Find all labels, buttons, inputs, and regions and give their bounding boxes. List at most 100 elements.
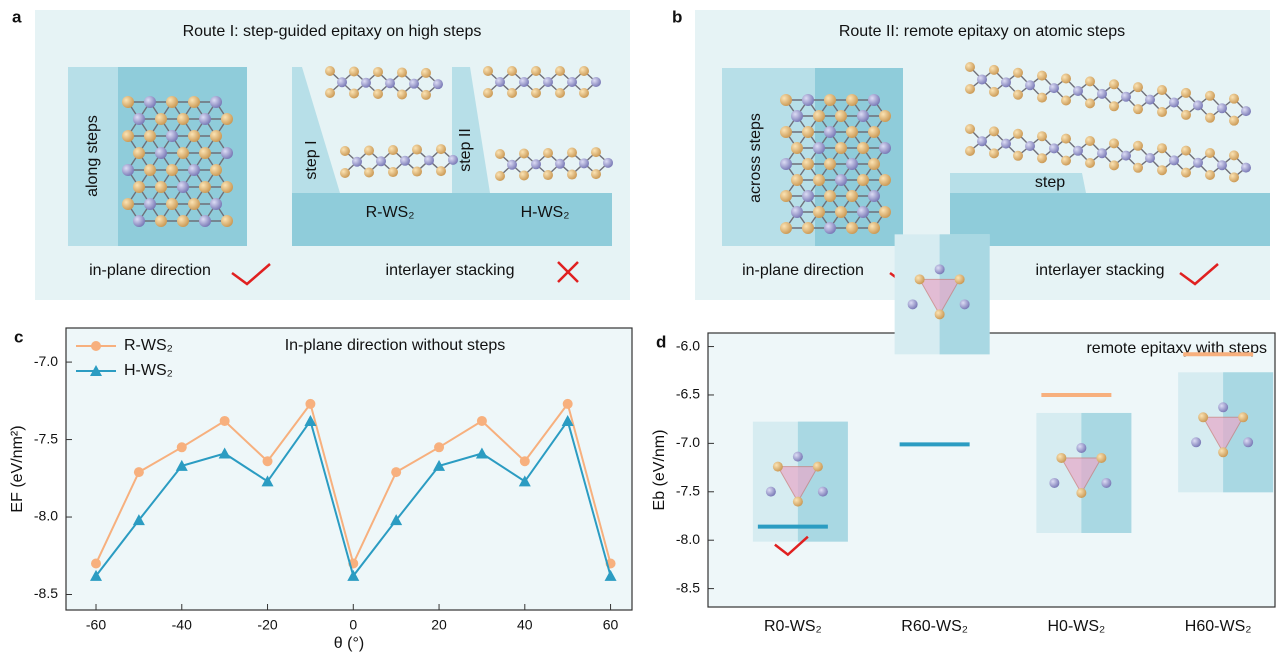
- atom: [780, 94, 792, 106]
- atom: [210, 198, 222, 210]
- atom: [388, 145, 398, 155]
- atom: [385, 78, 395, 88]
- atom: [376, 156, 386, 166]
- atom: [1205, 170, 1215, 180]
- marker: [563, 399, 573, 409]
- inset-atom: [1191, 437, 1201, 447]
- marker: [477, 416, 487, 426]
- y-tick-label: -8.5: [34, 585, 58, 601]
- atom: [495, 77, 505, 87]
- atom: [1205, 148, 1215, 158]
- atom: [519, 171, 529, 181]
- atom: [412, 145, 422, 155]
- atom: [133, 113, 145, 125]
- atom: [155, 215, 167, 227]
- inset-atom: [1076, 488, 1086, 498]
- atom: [989, 148, 999, 158]
- atom: [400, 156, 410, 166]
- atom: [340, 168, 350, 178]
- x-tick-label: 40: [517, 617, 533, 633]
- atom: [1121, 151, 1131, 161]
- atom: [835, 142, 847, 154]
- atom: [133, 147, 145, 159]
- atom: [436, 166, 446, 176]
- atom: [1073, 86, 1083, 96]
- atom: [1025, 80, 1035, 90]
- atom: [989, 126, 999, 136]
- atom: [846, 94, 858, 106]
- atom: [1049, 143, 1059, 153]
- inset-atom: [813, 462, 823, 472]
- atom: [1025, 141, 1035, 151]
- atom: [802, 126, 814, 138]
- atom: [1133, 141, 1143, 151]
- atom: [1229, 150, 1239, 160]
- atom: [567, 148, 577, 158]
- y-axis-label: EF (eV/nm²): [9, 425, 26, 512]
- atom: [579, 66, 589, 76]
- atom: [1061, 74, 1071, 84]
- marker: [263, 456, 273, 466]
- atom: [421, 68, 431, 78]
- atom: [397, 89, 407, 99]
- stack-label: R-WS₂: [366, 204, 415, 221]
- y-tick-label: -6.0: [676, 337, 700, 353]
- atom: [412, 167, 422, 177]
- atom: [846, 222, 858, 234]
- atom: [824, 190, 836, 202]
- atom: [483, 66, 493, 76]
- atom: [1157, 85, 1167, 95]
- strip-label: along steps: [84, 115, 101, 197]
- atom: [543, 148, 553, 158]
- atom: [349, 66, 359, 76]
- atom: [791, 110, 803, 122]
- marker: [391, 467, 401, 477]
- atom: [188, 164, 200, 176]
- atom: [1073, 146, 1083, 156]
- atom: [1133, 82, 1143, 92]
- atom: [166, 164, 178, 176]
- y-tick-label: -8.0: [34, 508, 58, 524]
- inset-atom: [1096, 453, 1106, 463]
- atom: [1217, 103, 1227, 113]
- atom: [857, 206, 869, 218]
- atom: [835, 174, 847, 186]
- atom: [1229, 172, 1239, 182]
- y-axis-label: Eb (eV/nm): [651, 430, 668, 511]
- atom: [199, 147, 211, 159]
- atom: [780, 222, 792, 234]
- y-tick-label: -8.5: [676, 579, 700, 595]
- atom: [210, 164, 222, 176]
- atom: [977, 136, 987, 146]
- atom: [337, 77, 347, 87]
- atom: [122, 198, 134, 210]
- atom: [791, 142, 803, 154]
- atom: [1037, 71, 1047, 81]
- atom: [1001, 139, 1011, 149]
- atom: [1109, 79, 1119, 89]
- atom: [1085, 158, 1095, 168]
- atom: [591, 147, 601, 157]
- atom: [1145, 153, 1155, 163]
- atom: [421, 90, 431, 100]
- atom: [1181, 110, 1191, 120]
- atom: [555, 88, 565, 98]
- inset-atom: [1101, 478, 1111, 488]
- atom: [1037, 153, 1047, 163]
- inset-atom: [1238, 412, 1248, 422]
- panel-title: Route I: step-guided epitaxy on high ste…: [183, 23, 482, 40]
- atom: [133, 215, 145, 227]
- atom: [325, 66, 335, 76]
- atom: [519, 149, 529, 159]
- atom: [813, 110, 825, 122]
- atom: [1037, 131, 1047, 141]
- atom: [1241, 163, 1251, 173]
- panel-label: c: [14, 327, 23, 346]
- atom: [144, 130, 156, 142]
- inset-atom: [955, 274, 965, 284]
- marker: [520, 456, 530, 466]
- atom: [835, 110, 847, 122]
- legend-label: H-WS₂: [124, 362, 173, 379]
- atom: [868, 190, 880, 202]
- atom: [879, 142, 891, 154]
